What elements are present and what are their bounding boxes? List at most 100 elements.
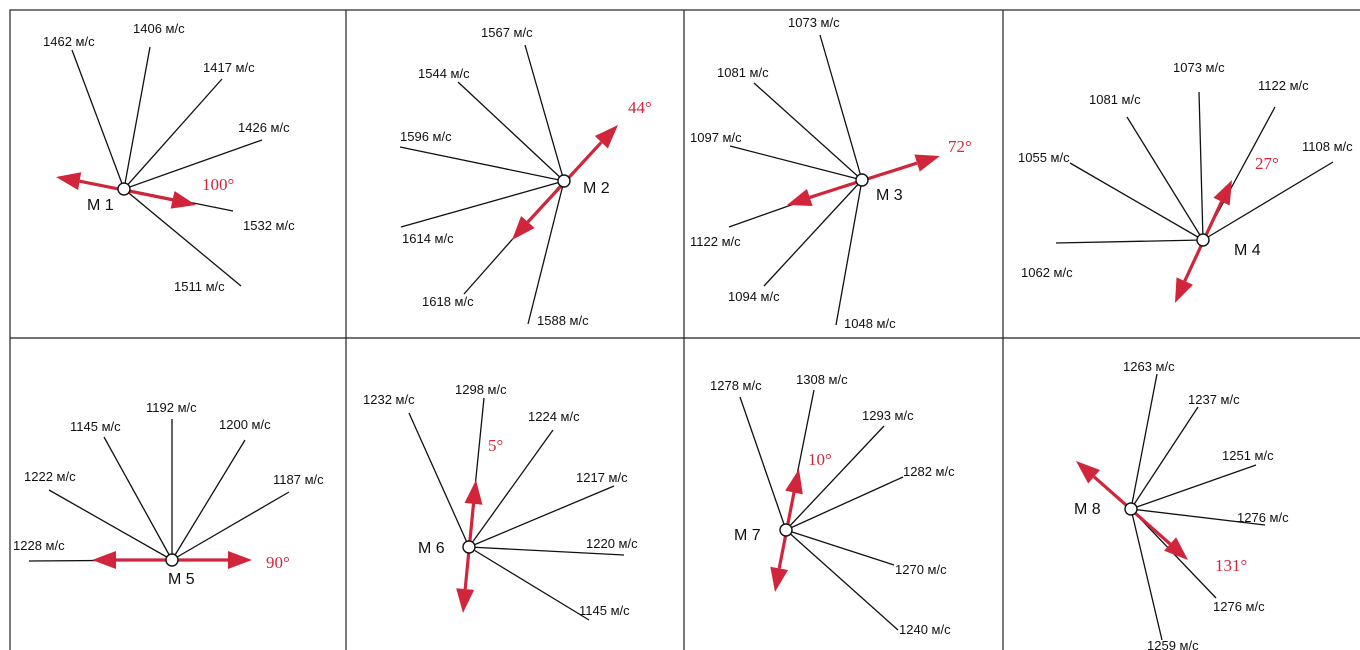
velocity-label: 1145 м/с [579, 603, 630, 618]
velocity-ray [408, 412, 470, 548]
velocity-label: 1263 м/с [1123, 359, 1175, 374]
velocity-label: 1618 м/с [422, 294, 474, 309]
measurement-point [1124, 502, 1138, 516]
velocity-label: 1217 м/с [576, 470, 628, 485]
velocity-ray [1202, 161, 1334, 241]
velocity-label: 1237 м/с [1188, 392, 1240, 407]
velocity-ray [835, 179, 863, 326]
velocity-ray [1130, 464, 1257, 510]
velocity-ray [753, 82, 863, 181]
direction-arrowhead [1175, 277, 1193, 303]
velocity-ray [785, 529, 895, 566]
point-label: M 3 [876, 187, 903, 204]
velocity-label: 1145 м/с [70, 419, 121, 434]
velocity-label: 1426 м/с [238, 120, 290, 135]
velocity-ray [1130, 406, 1199, 510]
measurement-point [165, 553, 179, 567]
velocity-label: 1081 м/с [1089, 92, 1141, 107]
velocity-ray [123, 188, 242, 287]
direction-arrowhead [464, 480, 483, 505]
velocity-label: 1224 м/с [528, 409, 580, 424]
velocity-label: 1462 м/с [43, 34, 95, 49]
velocity-ray [527, 180, 565, 325]
velocity-label: 1073 м/с [788, 15, 840, 30]
velocity-label: 1588 м/с [537, 313, 589, 328]
point-label: M 7 [734, 527, 761, 544]
direction-arrowhead [1213, 180, 1232, 206]
direction-arrowhead [456, 588, 475, 613]
velocity-ray [171, 439, 246, 561]
point-label: M 2 [583, 180, 610, 197]
velocity-label: 1293 м/с [862, 408, 914, 423]
direction-arrowhead [92, 551, 116, 569]
velocity-label: 1122 м/с [1258, 78, 1309, 93]
angle-label: 10° [808, 450, 832, 469]
measurement-point [117, 182, 131, 196]
velocity-ray [171, 491, 290, 561]
velocity-ray [819, 34, 863, 181]
direction-arrowhead [1076, 461, 1100, 484]
angle-label: 44° [628, 98, 652, 117]
velocity-label: 1228 м/с [13, 538, 65, 553]
velocity-label: 1108 м/с [1302, 139, 1353, 154]
velocity-label: 1567 м/с [481, 25, 533, 40]
velocity-label: 1251 м/с [1222, 448, 1274, 463]
velocity-ray [123, 78, 223, 190]
measurement-point [462, 540, 476, 554]
velocity-ray [729, 145, 863, 181]
velocity-label: 1222 м/с [24, 469, 76, 484]
direction-arrowhead [56, 172, 82, 191]
velocity-label: 1308 м/с [796, 372, 848, 387]
direction-arrowhead [594, 125, 618, 149]
direction-arrowhead [787, 188, 813, 206]
angle-label: 100° [202, 175, 234, 194]
velocity-ray [1198, 91, 1204, 241]
velocity-ray [48, 489, 173, 561]
velocity-ray [739, 396, 787, 531]
point-label: M 6 [418, 540, 445, 557]
velocity-ray [1055, 239, 1204, 244]
velocity-ray [468, 546, 625, 556]
angle-label: 131° [1215, 556, 1247, 575]
velocity-label: 1097 м/с [690, 130, 742, 145]
angle-label: 72° [948, 137, 972, 156]
velocity-label: 1298 м/с [455, 382, 507, 397]
panel-m8: 1263 м/с 1237 м/с 1251 м/с 1276 м/с 1276 м/с… [1074, 359, 1289, 650]
velocity-label: 1511 м/с [174, 279, 225, 294]
velocity-label: 1048 м/с [844, 316, 896, 331]
velocity-ray [457, 81, 565, 182]
panels-layer: 1462 м/с 1406 м/с 1417 м/с 1426 м/с 1532 м/с… [13, 15, 1353, 650]
velocity-label: 1220 м/с [586, 536, 638, 551]
velocity-label: 1270 м/с [895, 562, 947, 577]
direction-arrowhead [770, 566, 789, 592]
velocity-ray [785, 476, 904, 531]
velocity-ray [1130, 508, 1266, 526]
panel-m3: 1073 м/с 1081 м/с 1097 м/с 1122 м/с 1094 м/с… [690, 15, 972, 331]
velocity-ray [524, 44, 565, 182]
velocity-ray [103, 436, 173, 561]
velocity-ray [785, 425, 885, 531]
velocity-ray [1130, 373, 1158, 510]
velocity-label: 1187 м/с [273, 472, 324, 487]
point-label: M 5 [168, 571, 195, 588]
velocity-label: 1276 м/с [1237, 510, 1289, 525]
velocity-label: 1614 м/с [402, 231, 454, 246]
velocity-ray [468, 546, 590, 621]
velocity-label: 1062 м/с [1021, 265, 1073, 280]
point-label: M 1 [87, 197, 114, 214]
panel-m4: 1073 м/с 1081 м/с 1122 м/с 1108 м/с 1055 м/с… [1018, 60, 1353, 303]
panel-m6: 1232 м/с 1298 м/с 1224 м/с 1217 м/с 1220 м/с… [363, 382, 638, 621]
velocity-label: 1406 м/с [133, 21, 185, 36]
velocity-ray [763, 179, 863, 287]
angle-label: 90° [266, 553, 290, 572]
direction-arrowhead [1164, 537, 1188, 560]
velocity-label: 1240 м/с [899, 622, 951, 637]
panel-m1: 1462 м/с 1406 м/с 1417 м/с 1426 м/с 1532 м/с… [43, 21, 295, 294]
velocity-ray [399, 146, 565, 182]
velocity-label: 1200 м/с [219, 417, 271, 432]
angle-label: 27° [1255, 154, 1279, 173]
velocity-label: 1278 м/с [710, 378, 762, 393]
measurement-point [855, 173, 869, 187]
panel-m2: 1567 м/с 1544 м/с 1596 м/с 1614 м/с 1618 м/с… [399, 25, 652, 328]
